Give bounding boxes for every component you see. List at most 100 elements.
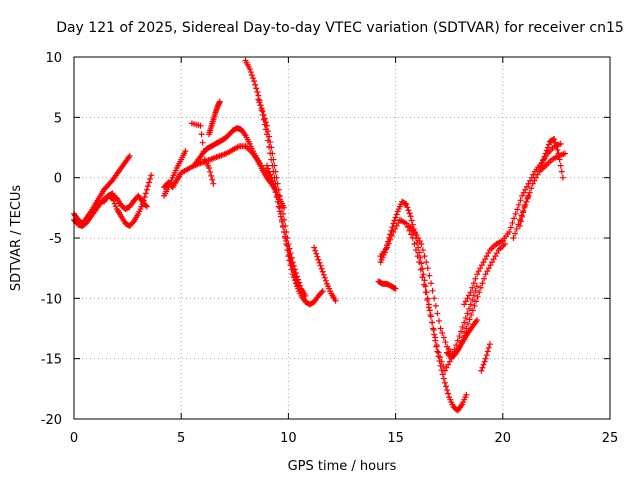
data-point — [521, 204, 528, 211]
data-point — [440, 334, 447, 341]
data-point — [467, 289, 474, 296]
data-point — [543, 147, 550, 154]
data-point — [441, 379, 448, 386]
data-point — [390, 220, 397, 227]
data-point — [515, 201, 522, 208]
data-point — [257, 102, 264, 109]
data-point — [501, 241, 508, 248]
data-point — [406, 210, 413, 217]
data-point — [554, 146, 561, 153]
x-tick-label: 15 — [387, 431, 404, 446]
x-axis-label: GPS time / hours — [288, 459, 397, 474]
grid-lines — [74, 57, 610, 419]
data-point — [409, 221, 416, 228]
data-point — [519, 213, 526, 220]
data-point — [278, 218, 285, 225]
data-point — [432, 334, 439, 341]
data-point — [315, 256, 322, 263]
data-point — [425, 304, 432, 311]
data-point — [421, 253, 428, 260]
data-point — [435, 349, 442, 356]
series-sat-p — [375, 278, 399, 292]
data-point — [248, 72, 255, 79]
data-point — [273, 174, 280, 181]
data-point — [281, 228, 288, 235]
data-point — [534, 171, 541, 178]
data-point — [479, 280, 486, 287]
data-point — [285, 247, 292, 254]
data-point — [507, 224, 514, 231]
data-point — [437, 354, 444, 361]
data-point — [482, 355, 489, 362]
axis-ticks: 0 5 10 15 20 25 10 5 0 -5 -10 -15 -20 — [41, 51, 619, 446]
data-point — [419, 274, 426, 281]
data-point — [540, 156, 547, 163]
data-point — [492, 253, 499, 260]
data-point — [509, 219, 516, 226]
x-tick-label: 5 — [177, 431, 185, 446]
series-sat-i — [188, 120, 217, 187]
data-point — [466, 305, 473, 312]
data-point — [292, 276, 299, 283]
data-point — [270, 156, 277, 163]
data-point — [146, 179, 153, 186]
data-point — [271, 162, 278, 169]
data-point — [282, 233, 289, 240]
data-point — [253, 85, 260, 92]
data-point — [525, 192, 532, 199]
data-point — [433, 342, 440, 349]
data-point — [268, 174, 275, 181]
data-point — [471, 302, 478, 309]
data-point — [526, 189, 533, 196]
data-point — [556, 156, 563, 163]
data-point — [182, 148, 189, 155]
data-point — [422, 289, 429, 296]
data-point — [112, 203, 119, 210]
y-tick-label: -10 — [41, 292, 62, 307]
series-sat-k — [255, 96, 309, 299]
data-point — [426, 272, 433, 279]
data-point — [489, 259, 496, 266]
data-point — [484, 268, 491, 275]
data-point — [528, 185, 535, 192]
data-point — [144, 183, 151, 190]
y-tick-label: -15 — [41, 353, 62, 368]
y-tick-label: -5 — [49, 232, 62, 247]
data-point — [486, 341, 493, 348]
data-point — [529, 180, 536, 187]
data-point — [316, 259, 323, 266]
y-tick-label: 0 — [54, 172, 62, 187]
data-point — [511, 215, 518, 222]
plot-frame — [73, 56, 611, 420]
data-point — [456, 333, 463, 340]
data-point — [392, 214, 399, 221]
data-point — [290, 269, 297, 276]
data-point — [429, 319, 436, 326]
data-point — [395, 219, 402, 226]
data-point — [276, 208, 283, 215]
data-point — [524, 195, 531, 202]
data-point — [424, 265, 431, 272]
data-point — [269, 178, 276, 185]
data-point — [464, 310, 471, 317]
data-point — [270, 181, 277, 188]
data-point — [415, 235, 422, 241]
data-point — [462, 298, 469, 305]
data-point — [147, 175, 154, 182]
data-point — [263, 162, 270, 169]
data-point — [392, 225, 399, 232]
data-point — [265, 128, 272, 135]
data-point — [387, 236, 394, 243]
data-point — [216, 98, 223, 105]
data-point — [474, 293, 481, 300]
data-point — [493, 250, 500, 257]
data-point — [473, 298, 479, 305]
data-point — [411, 241, 418, 248]
data-point — [129, 219, 136, 226]
data-point — [269, 150, 276, 157]
data-point — [481, 275, 488, 282]
data-point — [289, 265, 296, 272]
data-point — [256, 99, 263, 106]
series-sat-h — [206, 98, 223, 138]
data-point — [246, 66, 253, 73]
